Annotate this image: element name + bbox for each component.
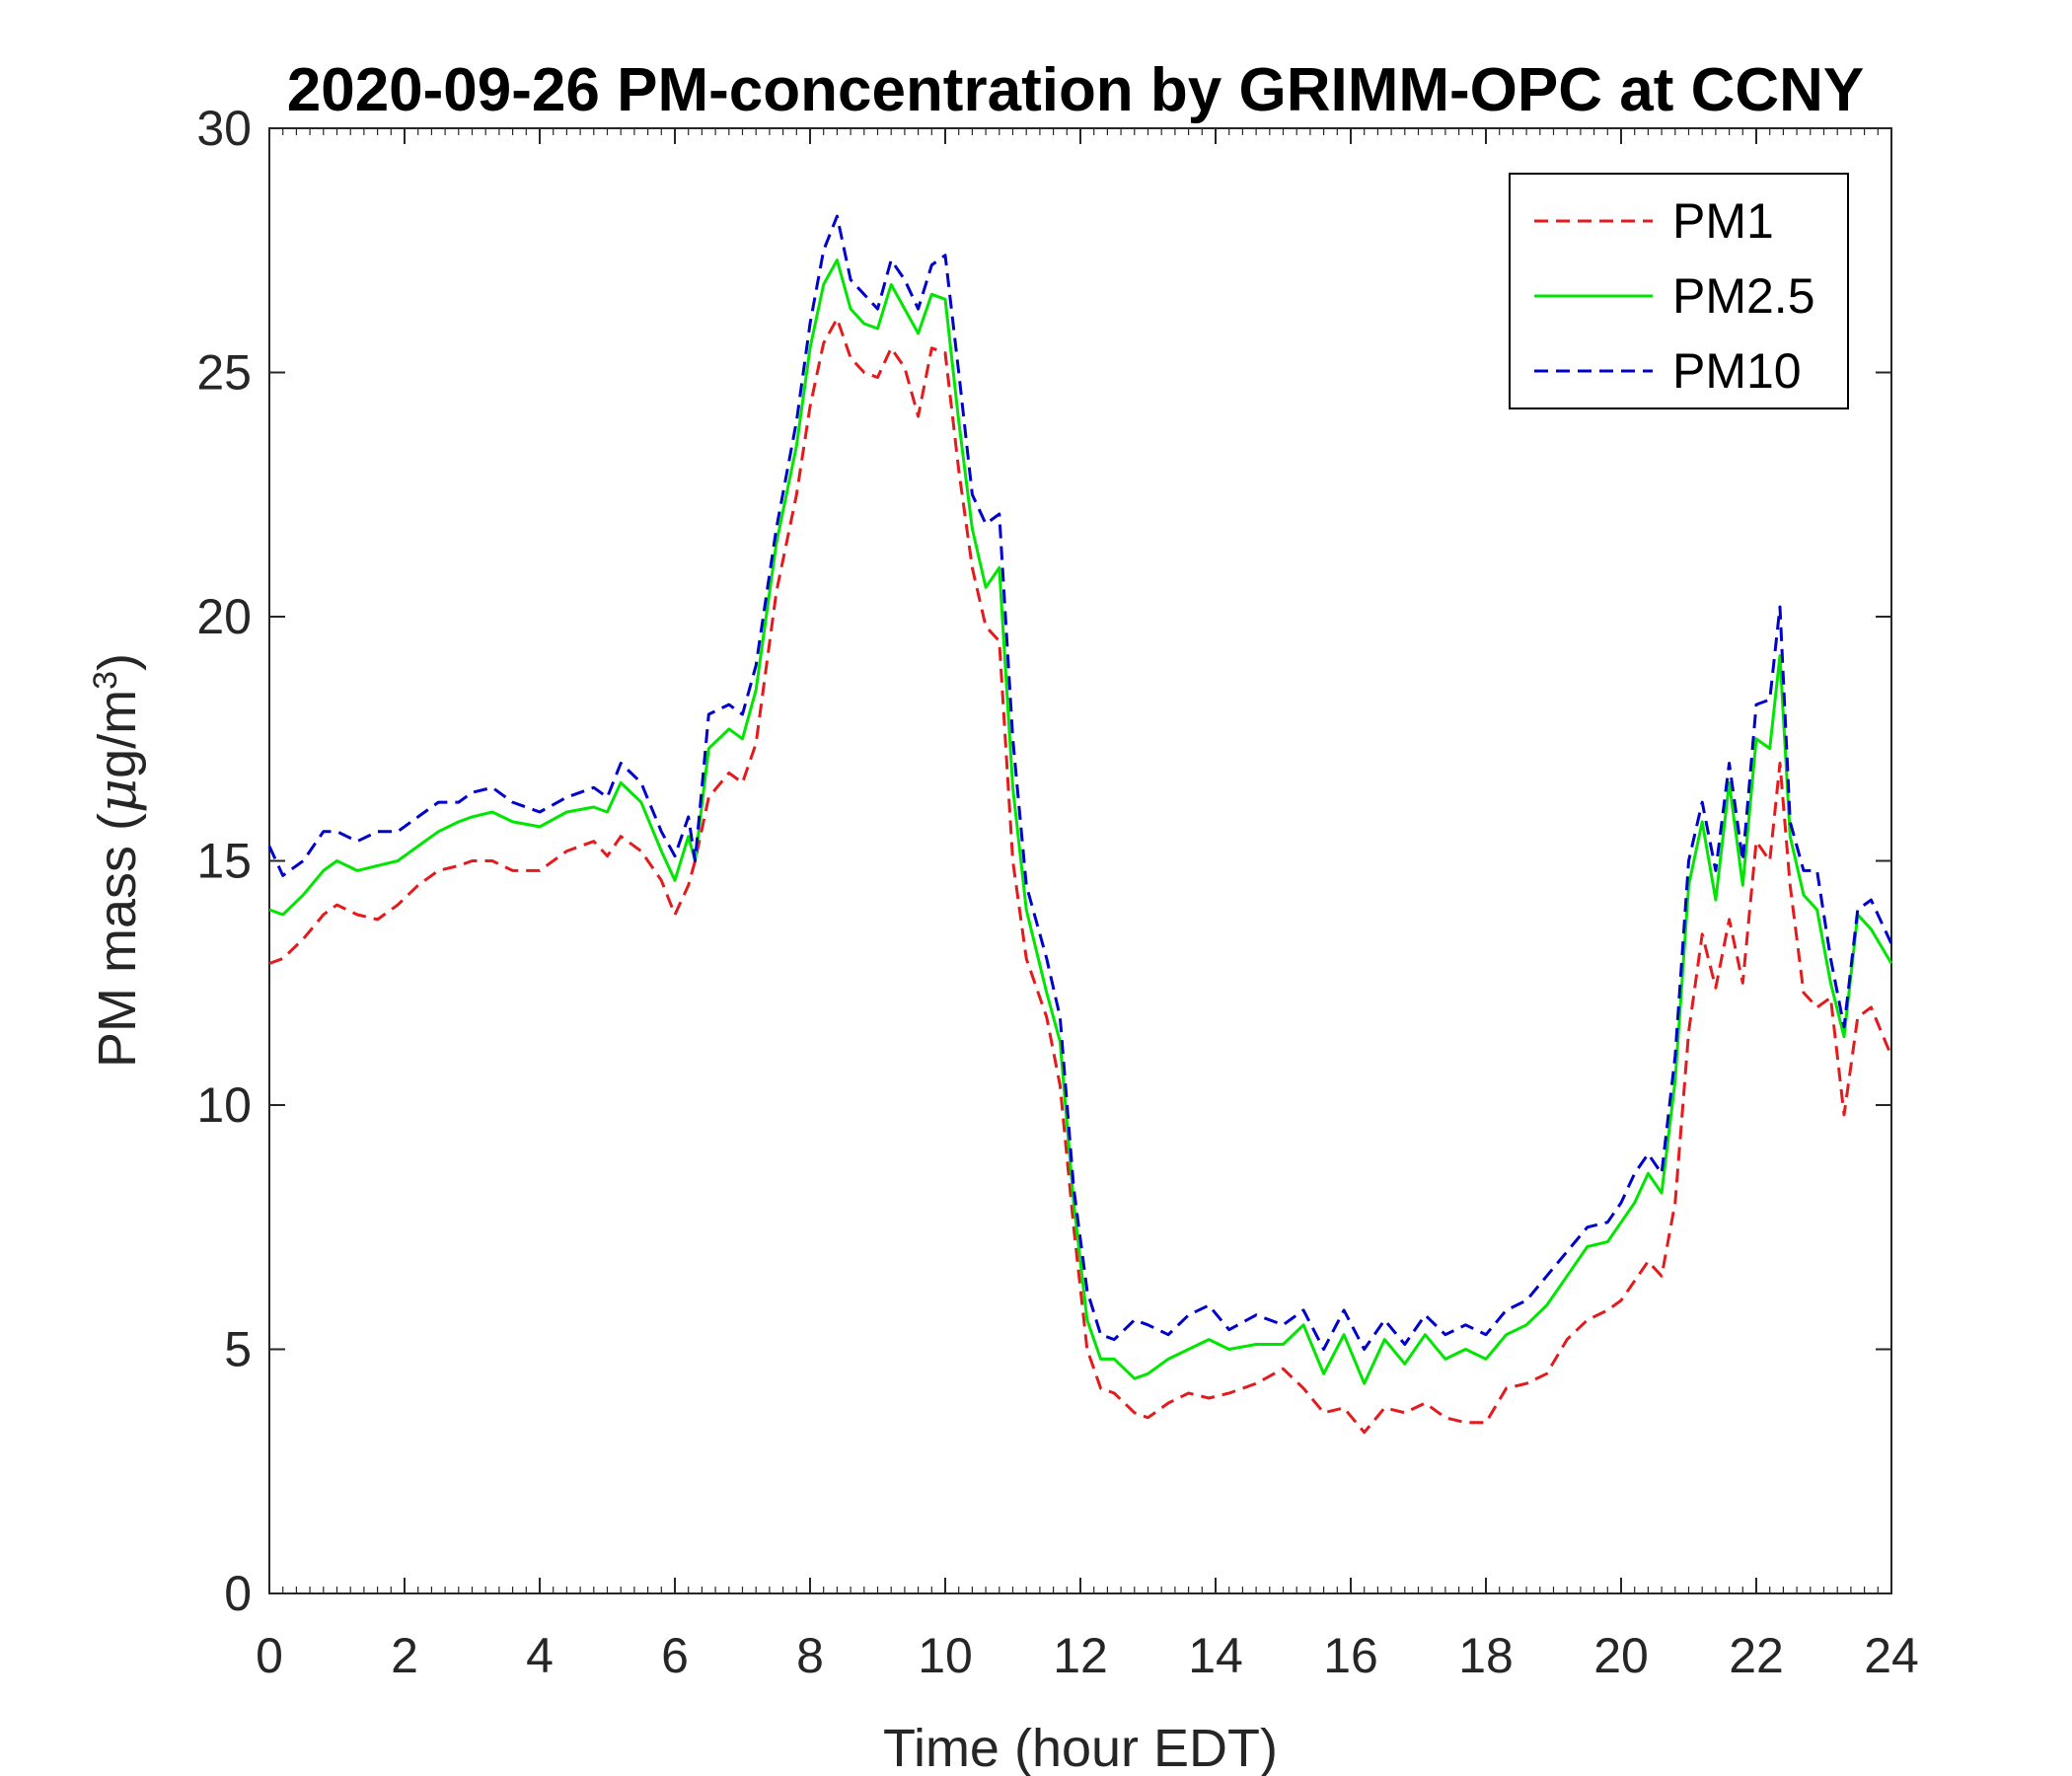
series-pm10-line	[267, 214, 1893, 1351]
legend-box	[1509, 173, 1849, 409]
y-axis-label-main: PM mass (	[88, 813, 147, 1068]
x-tick-label: 16	[1323, 1628, 1378, 1683]
x-tick-label: 22	[1729, 1628, 1784, 1683]
y-tick-label: 15	[196, 834, 252, 889]
y-axis-label-unit: g/m	[88, 690, 147, 778]
x-tick-label: 6	[661, 1628, 689, 1683]
x-axis-label: Time (hour EDT)	[883, 1719, 1278, 1776]
y-tick-label: 20	[196, 589, 252, 644]
y-tick-label: 0	[224, 1566, 252, 1621]
x-tick-label: 14	[1188, 1628, 1243, 1683]
x-tick-label: 10	[918, 1628, 973, 1683]
x-tick-label: 4	[526, 1628, 554, 1683]
y-tick-label: 10	[196, 1077, 252, 1133]
legend-label: PM10	[1672, 343, 1802, 399]
x-tick-label: 0	[256, 1628, 283, 1683]
x-tick-label: 2	[391, 1628, 418, 1683]
x-tick-label: 24	[1864, 1628, 1919, 1683]
x-tick-label: 12	[1053, 1628, 1108, 1683]
y-tick-label: 5	[224, 1322, 252, 1377]
y-tick-label: 25	[196, 345, 252, 401]
series-pm25-line	[268, 259, 1893, 1385]
legend-label: PM2.5	[1672, 268, 1815, 324]
x-tick-label: 18	[1458, 1628, 1514, 1683]
y-axis-label-greek: μ	[86, 778, 148, 813]
series-layer	[267, 214, 1893, 1435]
y-axis-label-close: )	[88, 653, 147, 671]
series-pm1-line	[268, 317, 1893, 1435]
y-axis-label: PM mass (μg/m3)	[86, 653, 148, 1068]
x-tick-label: 8	[796, 1628, 824, 1683]
y-tick-label: 30	[196, 101, 252, 156]
legend: PM1 PM2.5 PM10	[1509, 173, 1849, 409]
y-axis-label-sup: 3	[87, 671, 124, 690]
chart-title: 2020-09-26 PM-concentration by GRIMM-OPC…	[287, 56, 1865, 124]
legend-label: PM1	[1672, 193, 1774, 249]
x-tick-label: 20	[1593, 1628, 1649, 1683]
